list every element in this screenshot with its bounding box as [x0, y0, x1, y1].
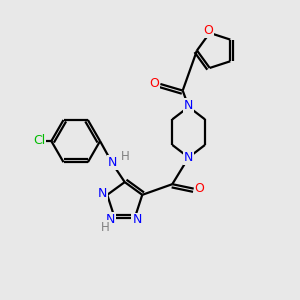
Text: N: N — [132, 213, 142, 226]
Text: N: N — [184, 99, 193, 112]
Text: H: H — [101, 221, 110, 234]
Text: O: O — [149, 77, 159, 90]
Text: Cl: Cl — [33, 134, 46, 147]
Text: H: H — [121, 150, 130, 163]
Text: O: O — [195, 182, 205, 195]
Text: N: N — [184, 151, 193, 164]
Text: O: O — [203, 24, 213, 37]
Text: N: N — [106, 212, 115, 226]
Text: N: N — [108, 156, 118, 169]
Text: N: N — [98, 187, 107, 200]
